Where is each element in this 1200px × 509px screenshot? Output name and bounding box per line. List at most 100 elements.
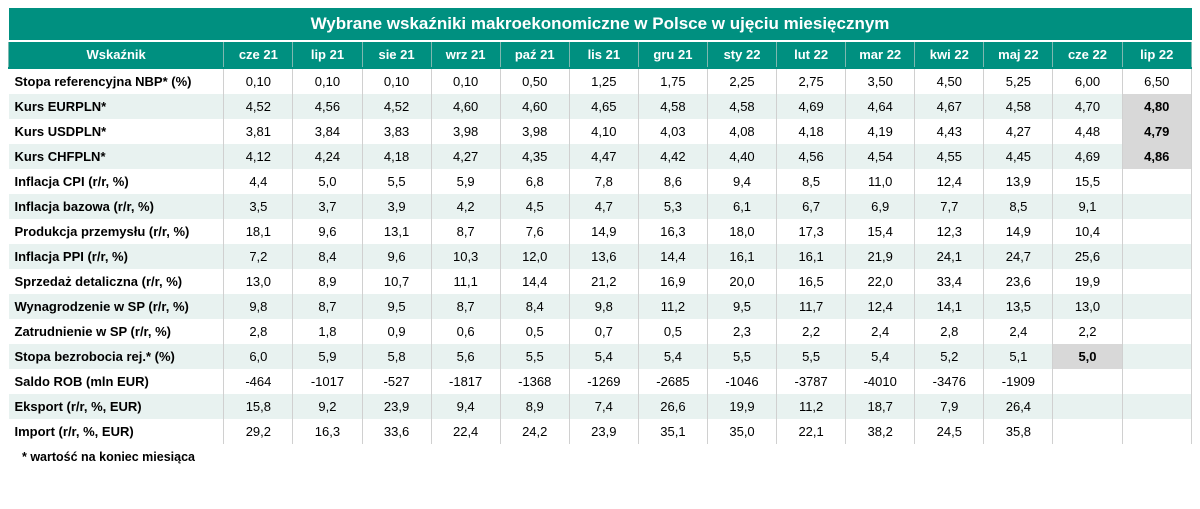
cell: 4,2 (431, 194, 500, 219)
cell: 2,25 (707, 68, 776, 94)
cell: 5,5 (707, 344, 776, 369)
cell: 3,50 (846, 68, 915, 94)
header-month: lut 22 (777, 41, 846, 68)
table-header-row: Wskaźnik cze 21lip 21sie 21wrz 21paź 21l… (9, 41, 1192, 68)
cell: 15,5 (1053, 169, 1122, 194)
cell: 4,79 (1122, 119, 1191, 144)
header-month: kwi 22 (915, 41, 984, 68)
cell: 0,10 (362, 68, 431, 94)
cell: 29,2 (224, 419, 293, 444)
table-row: Inflacja PPI (r/r, %)7,28,49,610,312,013… (9, 244, 1192, 269)
cell: 11,7 (777, 294, 846, 319)
cell: 0,10 (293, 68, 362, 94)
cell: 19,9 (707, 394, 776, 419)
cell: -3476 (915, 369, 984, 394)
cell: 4,45 (984, 144, 1053, 169)
cell: 4,52 (362, 94, 431, 119)
cell: 12,3 (915, 219, 984, 244)
cell: 18,7 (846, 394, 915, 419)
cell: 23,9 (362, 394, 431, 419)
table-row: Stopa referencyjna NBP* (%)0,100,100,100… (9, 68, 1192, 94)
cell: 5,2 (915, 344, 984, 369)
cell: 4,35 (500, 144, 569, 169)
cell: 4,70 (1053, 94, 1122, 119)
cell: 15,8 (224, 394, 293, 419)
cell: 21,2 (569, 269, 638, 294)
cell: 4,27 (431, 144, 500, 169)
cell: 4,54 (846, 144, 915, 169)
cell: 4,69 (1053, 144, 1122, 169)
cell: 7,4 (569, 394, 638, 419)
cell: 18,0 (707, 219, 776, 244)
cell: 1,75 (638, 68, 707, 94)
cell: 6,00 (1053, 68, 1122, 94)
row-label: Sprzedaż detaliczna (r/r, %) (9, 269, 224, 294)
cell: 8,9 (293, 269, 362, 294)
cell: 9,6 (362, 244, 431, 269)
cell: 13,1 (362, 219, 431, 244)
cell: 16,1 (707, 244, 776, 269)
cell: 11,2 (777, 394, 846, 419)
cell (1122, 294, 1191, 319)
cell: 4,18 (362, 144, 431, 169)
cell: 5,25 (984, 68, 1053, 94)
cell: 11,2 (638, 294, 707, 319)
cell (1122, 269, 1191, 294)
cell: 14,9 (984, 219, 1053, 244)
cell: 4,52 (224, 94, 293, 119)
cell: 2,8 (224, 319, 293, 344)
cell: 35,0 (707, 419, 776, 444)
cell: 2,4 (846, 319, 915, 344)
cell: 3,9 (362, 194, 431, 219)
cell: 0,10 (224, 68, 293, 94)
cell: 4,47 (569, 144, 638, 169)
table-row: Wynagrodzenie w SP (r/r, %)9,88,79,58,78… (9, 294, 1192, 319)
cell: 23,6 (984, 269, 1053, 294)
row-label: Inflacja bazowa (r/r, %) (9, 194, 224, 219)
table-row: Inflacja bazowa (r/r, %)3,53,73,94,24,54… (9, 194, 1192, 219)
cell (1122, 394, 1191, 419)
cell: 5,0 (1053, 344, 1122, 369)
cell: 21,9 (846, 244, 915, 269)
cell: 7,6 (500, 219, 569, 244)
cell: 4,7 (569, 194, 638, 219)
cell: 10,4 (1053, 219, 1122, 244)
row-label: Saldo ROB (mln EUR) (9, 369, 224, 394)
cell: 35,8 (984, 419, 1053, 444)
cell: 18,1 (224, 219, 293, 244)
cell: 9,4 (431, 394, 500, 419)
cell: 12,4 (846, 294, 915, 319)
cell (1122, 244, 1191, 269)
cell: 6,0 (224, 344, 293, 369)
row-label: Inflacja CPI (r/r, %) (9, 169, 224, 194)
table-row: Sprzedaż detaliczna (r/r, %)13,08,910,71… (9, 269, 1192, 294)
cell: 5,4 (638, 344, 707, 369)
cell: 17,3 (777, 219, 846, 244)
cell: 0,50 (500, 68, 569, 94)
cell: 7,8 (569, 169, 638, 194)
cell: 5,5 (362, 169, 431, 194)
cell: 4,48 (1053, 119, 1122, 144)
row-label: Stopa bezrobocia rej.* (%) (9, 344, 224, 369)
cell: 8,7 (293, 294, 362, 319)
table-title-row: Wybrane wskaźniki makroekonomiczne w Pol… (9, 8, 1192, 41)
cell: 6,50 (1122, 68, 1191, 94)
row-label: Wynagrodzenie w SP (r/r, %) (9, 294, 224, 319)
cell: 4,19 (846, 119, 915, 144)
cell: -1817 (431, 369, 500, 394)
cell: 8,4 (500, 294, 569, 319)
cell: 16,9 (638, 269, 707, 294)
cell: 4,12 (224, 144, 293, 169)
cell: 4,58 (638, 94, 707, 119)
cell: 0,5 (638, 319, 707, 344)
cell: 3,5 (224, 194, 293, 219)
cell: 2,3 (707, 319, 776, 344)
cell: 38,2 (846, 419, 915, 444)
row-label: Zatrudnienie w SP (r/r, %) (9, 319, 224, 344)
header-month: gru 21 (638, 41, 707, 68)
cell (1122, 319, 1191, 344)
cell (1122, 219, 1191, 244)
cell (1122, 194, 1191, 219)
cell: 8,5 (984, 194, 1053, 219)
cell: 13,0 (224, 269, 293, 294)
